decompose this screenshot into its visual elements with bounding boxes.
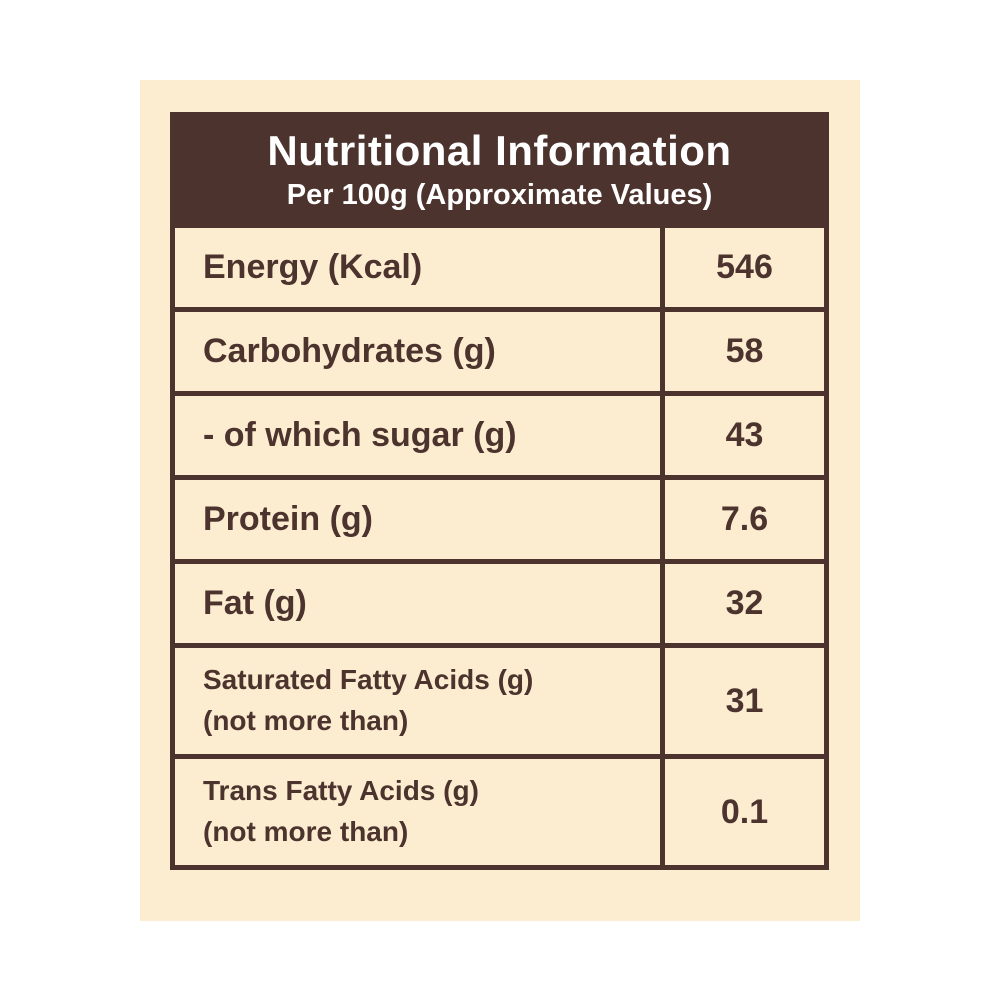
nutrient-label-line1: Saturated Fatty Acids (g) [203, 664, 534, 696]
label-header: Nutritional Information Per 100g (Approx… [170, 112, 829, 228]
table-row: Fat (g) 32 [175, 559, 824, 643]
nutrient-label-line1: Carbohydrates (g) [203, 332, 496, 371]
nutrient-label-line1: Protein (g) [203, 500, 373, 539]
nutrient-label: Energy (Kcal) [175, 228, 665, 307]
table-row: - of which sugar (g) 43 [175, 391, 824, 475]
nutrient-label: - of which sugar (g) [175, 396, 665, 475]
nutrient-label-line1: Fat (g) [203, 584, 307, 623]
nutrient-label: Trans Fatty Acids (g) (not more than) [175, 759, 665, 865]
table-row: Energy (Kcal) 546 [175, 228, 824, 307]
nutrient-value: 58 [725, 332, 764, 370]
page-subtitle: Per 100g (Approximate Values) [286, 178, 713, 211]
table-row: Protein (g) 7.6 [175, 475, 824, 559]
nutrient-value: 43 [725, 416, 764, 454]
nutrient-value: 546 [716, 248, 773, 286]
nutrient-label-line1: Energy (Kcal) [203, 248, 423, 287]
nutrition-table: Energy (Kcal) 546 Carbohydrates (g) 58 - of … [170, 228, 829, 870]
page-title: Nutritional Information [267, 127, 732, 175]
nutrient-label: Fat (g) [175, 564, 665, 643]
nutrient-value: 0.1 [720, 792, 769, 831]
nutrient-label-line2: (not more than) [203, 705, 409, 736]
nutrient-value: 7.6 [720, 500, 769, 538]
nutrient-label: Protein (g) [175, 480, 665, 559]
table-row: Saturated Fatty Acids (g) (not more than)… [175, 643, 824, 754]
nutrient-value: 32 [725, 584, 764, 622]
table-row: Carbohydrates (g) 58 [175, 307, 824, 391]
nutrient-label-line1: - of which sugar (g) [203, 416, 517, 455]
nutrient-label-line2: (not more than) [203, 816, 409, 847]
nutrient-label-line1: Trans Fatty Acids (g) [203, 775, 479, 807]
nutrition-label-panel: Nutritional Information Per 100g (Approx… [140, 80, 860, 921]
nutrient-value: 31 [725, 681, 764, 720]
nutrient-label: Saturated Fatty Acids (g) (not more than) [175, 648, 665, 754]
table-row: Trans Fatty Acids (g) (not more than) 0.1 [175, 754, 824, 865]
nutrient-label: Carbohydrates (g) [175, 312, 665, 391]
